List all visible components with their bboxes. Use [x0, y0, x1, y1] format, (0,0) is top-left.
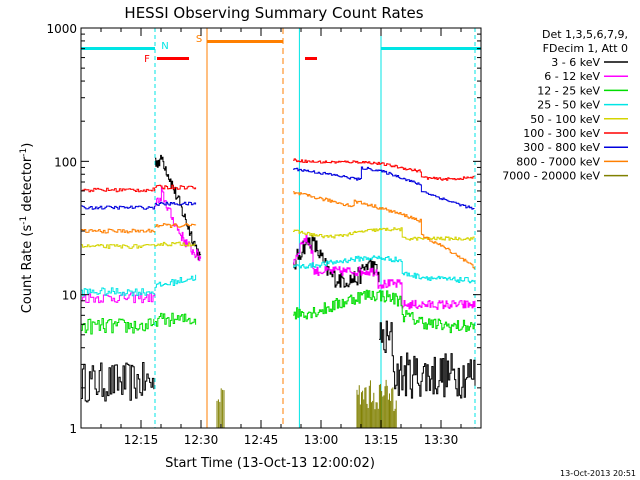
legend-entry-label: 300 - 800 keV [523, 141, 600, 154]
series-line-5 [293, 158, 475, 181]
flag-label: S [196, 34, 202, 45]
series-line-2 [81, 318, 155, 335]
y-axis-label: Count Rate (s-1 detector-1) [19, 143, 35, 314]
footer-timestamp: 13-Oct-2013 20:51 [560, 469, 636, 478]
legend-entry-label: 6 - 12 keV [544, 70, 600, 83]
series-line-1 [155, 186, 202, 262]
series-line-5 [155, 184, 197, 190]
plot-background: N S F [80, 28, 481, 428]
legend-entry-label: 3 - 6 keV [551, 56, 600, 69]
x-axis-label: Start Time (13-Oct-13 12:00:02) [165, 456, 375, 471]
series-line-7 [293, 191, 475, 270]
axis-layer: 12:15 12:30 12:45 13:00 13:15 13:30 1 10 100 1000 [46, 22, 482, 447]
night-flag-bar [381, 47, 481, 50]
y-axis-label-part: Count Rate (s [20, 225, 35, 314]
x-tick-label: 12:45 [244, 433, 279, 447]
y-axis-label-part: ) [20, 143, 35, 148]
y-axis-label-sup: -1 [19, 216, 29, 225]
legend: Det 1,3,5,6,7,9,FDecim 1, Att 03 - 6 keV… [502, 28, 628, 183]
legend-entry-label: 50 - 100 keV [530, 113, 600, 126]
x-tick-label: 13:30 [424, 433, 459, 447]
series-line-6 [293, 166, 475, 210]
series-line-3 [293, 255, 475, 284]
x-tick-label: 12:15 [124, 433, 159, 447]
legend-entry-label: 100 - 300 keV [523, 127, 600, 140]
plot-data-layer [81, 154, 476, 428]
series-line-4 [155, 241, 196, 247]
series-line-4 [293, 227, 475, 241]
series-line-1 [293, 234, 476, 310]
flare-flag-bar [305, 57, 317, 60]
series-line-1 [81, 291, 156, 304]
night-flag-bar [81, 47, 155, 50]
y-tick-label: 1000 [46, 22, 77, 36]
legend-entry-label: 7000 - 20000 keV [502, 170, 600, 183]
series-line-4 [81, 244, 156, 249]
flare-flag-bar [157, 57, 189, 60]
legend-header-line: FDecim 1, Att 0 [543, 42, 628, 55]
y-tick-label: 100 [54, 155, 77, 169]
series-line-7 [155, 223, 197, 228]
series-line-6 [155, 201, 197, 206]
series-line-0 [81, 362, 155, 403]
series-line-5 [81, 187, 156, 193]
series-line-3 [155, 274, 197, 288]
legend-entry-label: 800 - 7000 keV [516, 155, 600, 168]
series-line-2 [155, 312, 197, 327]
series-line-7 [81, 228, 156, 234]
legend-entry-label: 25 - 50 keV [537, 99, 600, 112]
x-tick-label: 12:30 [184, 433, 219, 447]
legend-header-line: Det 1,3,5,6,7,9, [542, 28, 628, 41]
x-tick-label: 13:15 [364, 433, 399, 447]
chart-title: HESSI Observing Summary Count Rates [124, 4, 423, 22]
series-line-0 [379, 320, 476, 399]
series-line-2 [293, 289, 475, 334]
y-tick-label: 1 [69, 422, 77, 436]
flag-label: F [144, 54, 150, 65]
series-line-3 [81, 287, 156, 297]
legend-entry-label: 12 - 25 keV [537, 84, 600, 97]
y-axis-label-sup: -1 [19, 148, 29, 157]
series-line-6 [81, 205, 156, 210]
y-axis-label-part: detector [20, 156, 35, 216]
y-tick-label: 10 [62, 289, 77, 303]
x-tick-label: 13:00 [304, 433, 339, 447]
flag-label: N [161, 41, 168, 52]
series-line-0 [293, 234, 380, 288]
saa-flag-bar [207, 40, 283, 43]
